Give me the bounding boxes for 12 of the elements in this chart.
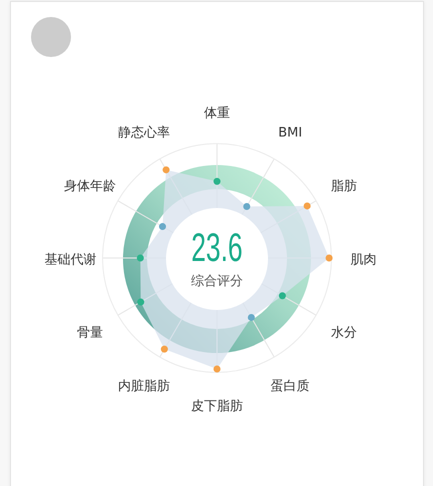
spoke-label: 脂肪 xyxy=(330,179,357,194)
spoke-label: 蛋白质 xyxy=(270,379,310,394)
spoke-label: 基础代谢 xyxy=(44,252,97,268)
spoke-label: 静态心率 xyxy=(118,124,170,141)
spoke-label: 身体年龄 xyxy=(64,179,116,194)
spoke-label: 内脏脂肪 xyxy=(118,379,170,394)
spoke-label: 骨量 xyxy=(77,326,104,341)
spoke-label: 皮下脂肪 xyxy=(191,398,243,414)
spoke-label: BMI xyxy=(278,126,302,141)
spoke-label: 水分 xyxy=(330,326,357,341)
spoke-label: 肌肉 xyxy=(350,252,376,268)
spoke-label: 体重 xyxy=(204,106,230,121)
